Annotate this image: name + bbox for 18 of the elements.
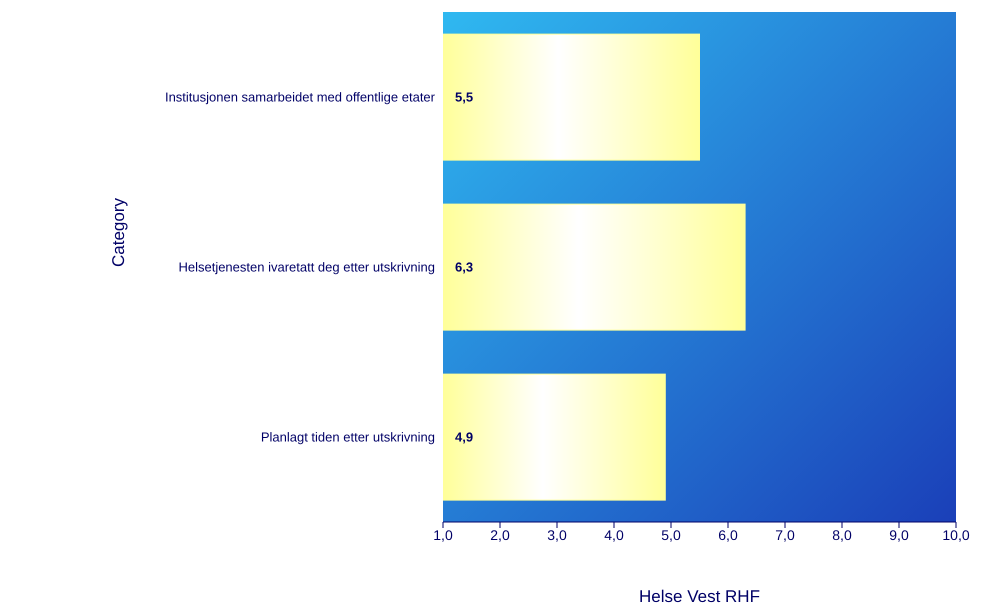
- data-label: 6,3: [455, 260, 474, 275]
- y-tick-label: Institusjonen samarbeidet med offentlige etater: [164, 90, 436, 105]
- y-axis-title: Category: [109, 198, 128, 267]
- x-tick-label: 7,0: [775, 526, 795, 543]
- x-tick-label: 3,0: [547, 526, 567, 543]
- data-label: 4,9: [455, 430, 474, 445]
- x-tick-label: 8,0: [832, 526, 852, 543]
- x-tick-label: 9,0: [889, 526, 909, 543]
- x-tick-label: 1,0: [433, 526, 453, 543]
- x-tick-label: 5,0: [661, 526, 681, 543]
- x-axis-title: Helse Vest RHF: [639, 587, 760, 606]
- x-tick-label: 4,0: [604, 526, 624, 543]
- y-tick-label: Planlagt tiden etter utskrivning: [260, 430, 435, 445]
- x-tick-label: 6,0: [718, 526, 738, 543]
- x-tick-label: 2,0: [490, 526, 510, 543]
- x-tick-label: 10,0: [942, 526, 970, 543]
- data-label: 5,5: [455, 90, 474, 105]
- y-tick-label: Helsetjenesten ivaretatt deg etter utskrivning: [178, 260, 435, 275]
